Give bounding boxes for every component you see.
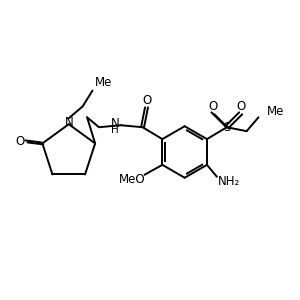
Text: O: O xyxy=(15,135,24,148)
Text: Me: Me xyxy=(266,105,284,118)
Text: H: H xyxy=(111,125,119,135)
Text: O: O xyxy=(208,100,218,113)
Text: O: O xyxy=(142,94,151,107)
Text: O: O xyxy=(236,100,245,113)
Text: N: N xyxy=(110,117,119,130)
Text: S: S xyxy=(223,121,230,134)
Text: N: N xyxy=(64,116,73,129)
Text: NH₂: NH₂ xyxy=(218,175,240,188)
Text: Me: Me xyxy=(94,76,112,89)
Text: MeO: MeO xyxy=(119,173,146,186)
